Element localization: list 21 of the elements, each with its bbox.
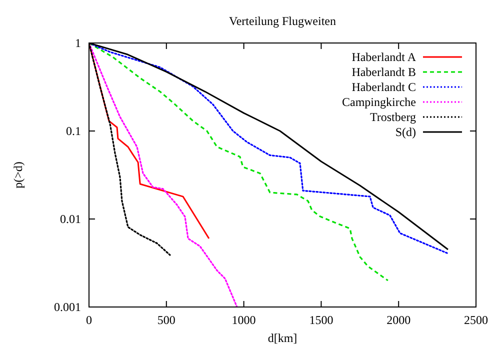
x-tick-label: 2000 [386,313,411,327]
legend-label: Haberlandt C [352,80,416,94]
line-series [89,43,238,307]
y-tick-label: 0.1 [66,124,81,138]
legend-label: Trostberg [370,110,416,124]
y-axis-title: p(>d) [11,162,25,188]
line-series [89,43,210,240]
x-tick-label: 2500 [464,313,488,327]
x-axis-title: d[km] [268,331,298,345]
x-tick-label: 0 [86,313,92,327]
x-tick-label: 1000 [232,313,256,327]
y-tick-label: 0.01 [60,212,81,226]
legend-label: Haberlandt A [352,50,416,64]
legend-label: Campingkirche [342,95,416,109]
legend-label: Haberlandt B [352,65,416,79]
y-tick-label: 0.001 [54,300,81,314]
x-tick-label: 1500 [309,313,334,327]
chart-title: Verteilung Flugweiten [229,14,336,28]
x-tick-label: 500 [157,313,176,327]
y-tick-label: 1 [75,36,81,50]
legend-label: S(d) [395,125,416,139]
